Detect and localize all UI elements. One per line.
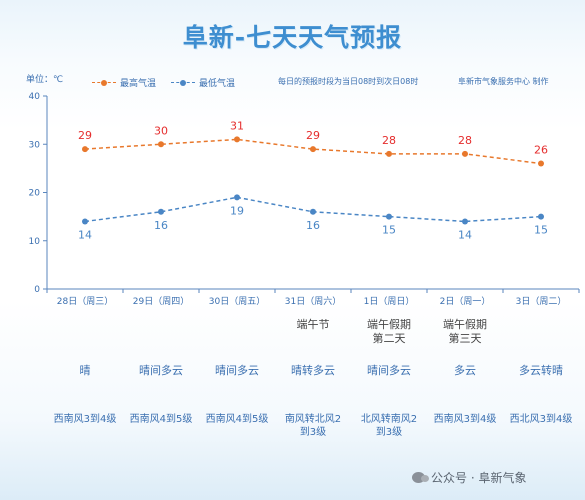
holiday-cell [199, 318, 275, 346]
x-tick-label: 2日（周一） [440, 296, 491, 307]
x-tick-label: 1日（周日） [364, 296, 415, 307]
weather-row: 晴 晴间多云 晴间多云 晴转多云 晴间多云 多云 多云转晴 [47, 362, 579, 378]
high-temp-label: 31 [230, 119, 244, 132]
high-temp-point [234, 136, 240, 142]
x-tick-label: 3日（周二） [516, 296, 567, 307]
low-temp-point [82, 218, 88, 224]
low-temp-label: 16 [154, 219, 168, 232]
holiday-text: 端午节 [297, 318, 330, 331]
y-tick-label: 0 [34, 285, 40, 295]
low-temp-label: 15 [382, 224, 396, 237]
high-temp-point [386, 151, 392, 157]
holiday-cell [123, 318, 199, 346]
wind-cell: 西南风4到5级 [123, 413, 199, 439]
wind-cell: 西南风3到4级 [47, 413, 123, 439]
weather-cell: 晴 [47, 362, 123, 378]
weather-cell: 晴转多云 [275, 362, 351, 378]
weather-cell: 晴间多云 [123, 362, 199, 378]
wind-cell: 西北风3到4级 [503, 413, 579, 439]
high-temp-label: 26 [534, 144, 548, 157]
low-temp-point [310, 209, 316, 215]
y-tick-label: 10 [29, 237, 41, 247]
wind-cell: 北风转南风2 到3级 [351, 413, 427, 439]
high-temp-point [462, 151, 468, 157]
low-temp-point [234, 194, 240, 200]
holiday-cell: 端午假期 第二天 [351, 318, 427, 346]
x-tick-label: 31日（周六） [285, 295, 341, 307]
temperature-chart: 0 10 20 30 40 28日（周三） 29日（周四） 30日（周五） 31日（周六） 1日（… [0, 0, 585, 320]
weather-cell: 多云 [427, 362, 503, 378]
wind-cell: 南风转北风2 到3级 [275, 413, 351, 439]
low-temp-label: 15 [534, 224, 548, 237]
y-tick-label: 30 [29, 140, 41, 150]
x-tick-label: 29日（周四） [133, 296, 189, 307]
high-temp-point [82, 146, 88, 152]
low-temp-point [462, 218, 468, 224]
low-temp-point [158, 209, 164, 215]
low-temp-point [538, 214, 544, 220]
low-temp-label: 14 [78, 228, 92, 241]
high-temp-point [158, 141, 164, 147]
holiday-text: 端午假期 第二天 [367, 318, 411, 345]
holiday-cell: 端午节 [275, 318, 351, 346]
low-temp-point [386, 214, 392, 220]
holiday-row: 端午节 端午假期 第二天 端午假期 第三天 [47, 318, 579, 346]
weather-cell: 多云转晴 [503, 362, 579, 378]
holiday-cell [47, 318, 123, 346]
wechat-icon [412, 472, 425, 483]
holiday-cell [503, 318, 579, 346]
low-temp-label: 19 [230, 204, 244, 217]
y-tick-label: 20 [29, 189, 41, 199]
high-temp-label: 28 [382, 134, 396, 147]
wind-cell: 西南风3到4级 [427, 413, 503, 439]
high-temp-label: 29 [306, 129, 320, 142]
high-temp-label: 29 [78, 129, 92, 142]
wind-cell: 西南风4到5级 [199, 413, 275, 439]
low-temp-label: 14 [458, 228, 472, 241]
holiday-cell: 端午假期 第三天 [427, 318, 503, 346]
weather-cell: 晴间多云 [199, 362, 275, 378]
holiday-text: 端午假期 第三天 [443, 318, 487, 345]
y-tick-label: 40 [29, 92, 41, 102]
weather-cell: 晴间多云 [351, 362, 427, 378]
high-temp-point [310, 146, 316, 152]
watermark-text: 公众号 · 阜新气象 [431, 469, 526, 486]
high-temp-label: 28 [458, 134, 472, 147]
x-tick-label: 28日（周三） [57, 296, 113, 307]
high-temp-label: 30 [154, 124, 168, 137]
watermark: 公众号 · 阜新气象 [412, 469, 526, 486]
wind-row: 西南风3到4级 西南风4到5级 西南风4到5级 南风转北风2 到3级 北风转南风2… [47, 413, 579, 439]
high-temp-point [538, 161, 544, 167]
low-temp-label: 16 [306, 219, 320, 232]
x-tick-label: 30日（周五） [209, 296, 265, 307]
